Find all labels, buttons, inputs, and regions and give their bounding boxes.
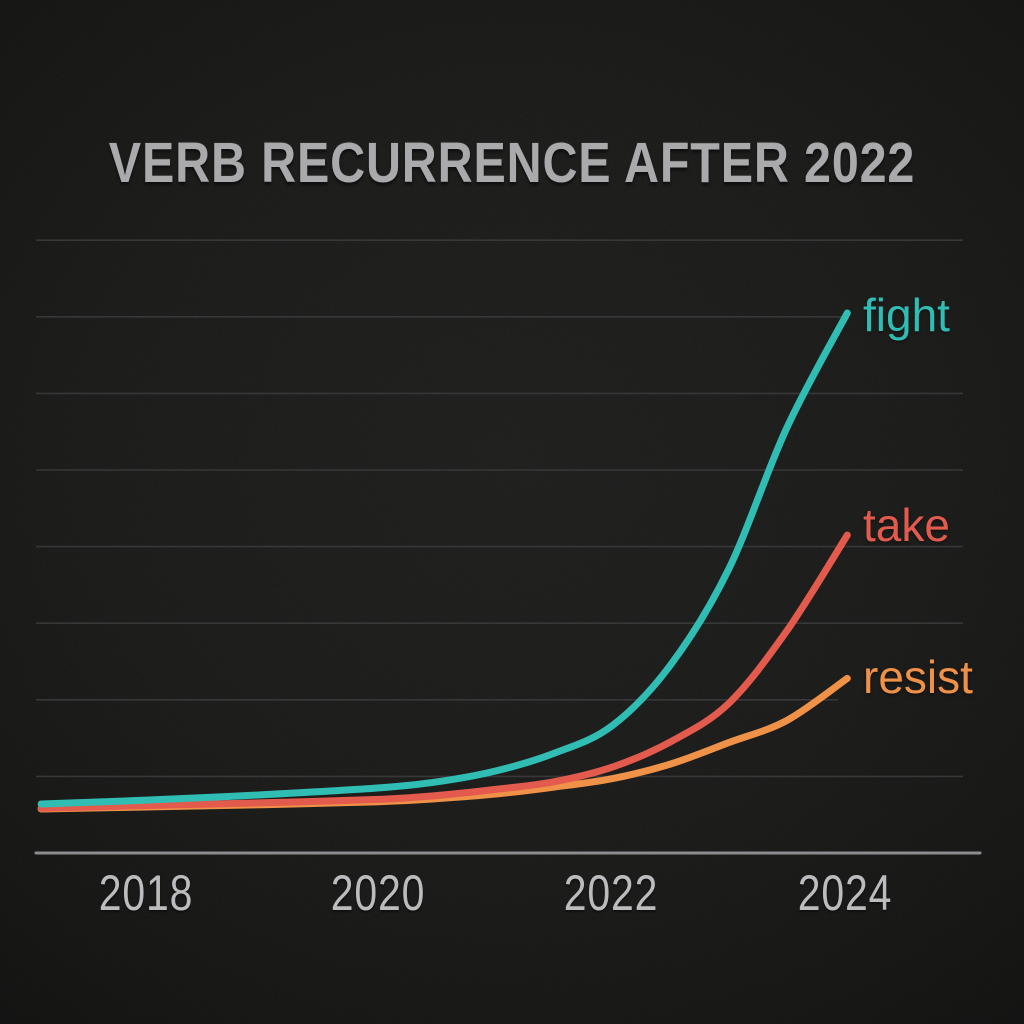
line-series-fight	[37, 309, 851, 808]
line-series-resist	[37, 674, 851, 813]
x-axis-tick-2018: 2018	[98, 865, 194, 921]
x-axis-tick-2020: 2020	[330, 865, 426, 921]
series-label-take: take	[863, 499, 950, 551]
x-axis-tick-2022: 2022	[563, 865, 659, 921]
series-label-fight: fight	[863, 289, 950, 341]
x-axis-tick-2024: 2024	[797, 865, 893, 921]
series-label-resist: resist	[863, 651, 973, 703]
